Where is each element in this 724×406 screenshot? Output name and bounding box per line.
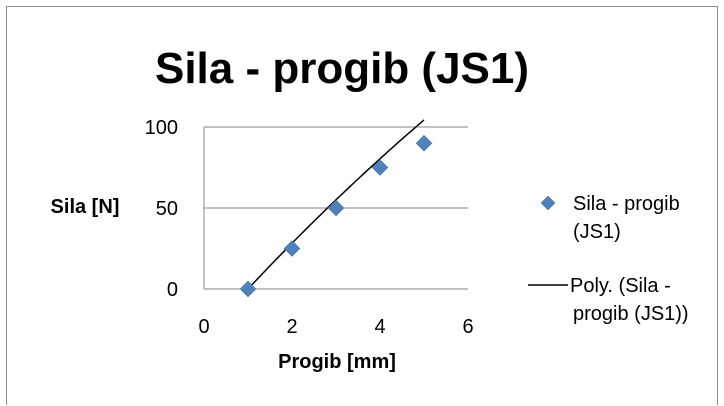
data-point — [371, 159, 389, 176]
chart-svg: Sila - progib (JS1) 0 50 100 0 2 4 6 Sila [N]… — [51, 44, 689, 373]
legend-series-line-2: (JS1) — [573, 221, 621, 243]
chart-area: Sila - progib (JS1) 0 50 100 0 2 4 6 Sila [N]… — [6, 6, 718, 405]
y-tick-label: 0 — [167, 279, 178, 301]
x-tick-label: 4 — [374, 316, 385, 338]
data-point — [327, 199, 345, 217]
x-axis-label: Progib [mm] — [278, 351, 396, 373]
x-tick-label: 6 — [462, 316, 473, 338]
data-point — [283, 240, 301, 257]
y-axis-label: Sila [N] — [51, 196, 120, 218]
x-tick-labels: 0 2 4 6 — [198, 316, 473, 338]
y-tick-label: 50 — [156, 198, 178, 220]
chart-title: Sila - progib (JS1) — [155, 44, 529, 93]
legend: Sila - progib (JS1) Poly. (Sila - progib… — [528, 193, 689, 325]
legend-trend-line-1: Poly. (Sila - — [570, 275, 671, 297]
x-tick-label: 0 — [198, 316, 209, 338]
legend-trend-line-2: progib (JS1)) — [573, 303, 689, 325]
data-point — [239, 280, 257, 298]
legend-marker-diamond — [540, 195, 556, 211]
legend-series-line-1: Sila - progib — [573, 193, 680, 215]
data-points — [239, 134, 433, 298]
x-tick-label: 2 — [286, 316, 297, 338]
y-tick-label: 100 — [145, 117, 178, 139]
data-point — [415, 134, 433, 152]
y-tick-labels: 0 50 100 — [145, 117, 178, 301]
